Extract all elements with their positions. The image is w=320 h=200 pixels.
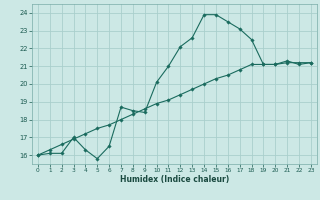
X-axis label: Humidex (Indice chaleur): Humidex (Indice chaleur)	[120, 175, 229, 184]
